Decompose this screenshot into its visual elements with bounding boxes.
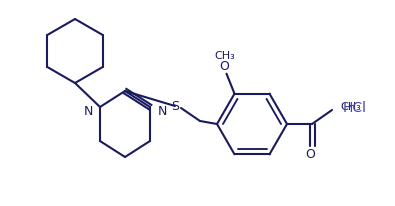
Text: CH₃: CH₃	[340, 102, 361, 111]
Text: N: N	[83, 105, 93, 118]
Text: N: N	[157, 105, 167, 118]
Text: CH₃: CH₃	[214, 50, 235, 60]
Text: S: S	[171, 100, 179, 113]
Text: O: O	[220, 60, 229, 73]
Text: HCl: HCl	[343, 101, 367, 115]
Text: O: O	[305, 148, 315, 161]
